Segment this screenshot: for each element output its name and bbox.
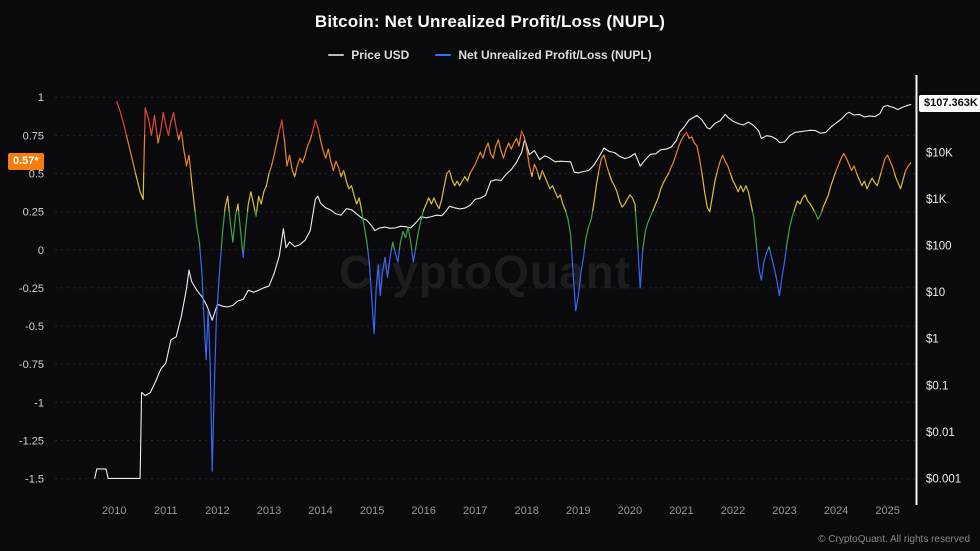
nupl-line-swatch-icon — [435, 54, 452, 56]
svg-text:0.25: 0.25 — [23, 207, 44, 219]
svg-text:-1.5: -1.5 — [25, 474, 44, 486]
svg-text:2021: 2021 — [669, 505, 693, 517]
svg-text:2014: 2014 — [308, 505, 332, 517]
legend-label-nupl: Net Unrealized Profit/Loss (NUPL) — [458, 48, 652, 62]
svg-text:$1: $1 — [926, 334, 939, 346]
svg-text:-0.75: -0.75 — [19, 359, 44, 371]
svg-text:2016: 2016 — [411, 505, 435, 517]
svg-text:$0.01: $0.01 — [926, 427, 955, 439]
svg-text:2010: 2010 — [102, 505, 126, 517]
svg-text:-1.25: -1.25 — [19, 436, 44, 448]
svg-text:$10: $10 — [926, 287, 945, 299]
legend-item-nupl[interactable]: Net Unrealized Profit/Loss (NUPL) — [435, 48, 652, 62]
svg-text:2017: 2017 — [463, 505, 487, 517]
svg-text:0: 0 — [38, 245, 44, 257]
svg-text:2018: 2018 — [514, 505, 538, 517]
svg-text:-0.5: -0.5 — [25, 321, 44, 333]
svg-text:2020: 2020 — [618, 505, 642, 517]
svg-text:$100: $100 — [926, 241, 952, 253]
price-line-swatch-icon — [328, 54, 345, 56]
svg-text:$1K: $1K — [926, 194, 947, 206]
svg-text:2022: 2022 — [721, 505, 745, 517]
svg-text:$0.1: $0.1 — [926, 380, 948, 392]
svg-text:2025: 2025 — [875, 505, 899, 517]
svg-text:1: 1 — [38, 92, 44, 104]
svg-text:$10K: $10K — [926, 148, 953, 160]
svg-text:2013: 2013 — [257, 505, 281, 517]
svg-text:2011: 2011 — [154, 505, 178, 517]
price-current-badge: $107.363K — [919, 95, 980, 112]
svg-text:0.75: 0.75 — [23, 130, 44, 142]
svg-text:2024: 2024 — [824, 505, 848, 517]
svg-text:2012: 2012 — [205, 505, 229, 517]
legend-item-price[interactable]: Price USD — [328, 48, 409, 62]
legend-label-price: Price USD — [351, 48, 410, 62]
svg-text:-1: -1 — [34, 397, 44, 409]
chart-title: Bitcoin: Net Unrealized Profit/Loss (NUP… — [314, 12, 666, 31]
svg-text:-0.25: -0.25 — [19, 283, 44, 295]
svg-text:0.5: 0.5 — [29, 169, 44, 181]
svg-text:2019: 2019 — [566, 505, 590, 517]
svg-text:2015: 2015 — [360, 505, 384, 517]
svg-text:$0.001: $0.001 — [926, 473, 961, 485]
copyright-notice: © CryptoQuant. All rights reserved — [818, 534, 970, 545]
nupl-current-badge: 0.57* — [8, 153, 44, 170]
svg-text:2023: 2023 — [772, 505, 796, 517]
legend: Price USD Net Unrealized Profit/Loss (NU… — [0, 48, 980, 62]
